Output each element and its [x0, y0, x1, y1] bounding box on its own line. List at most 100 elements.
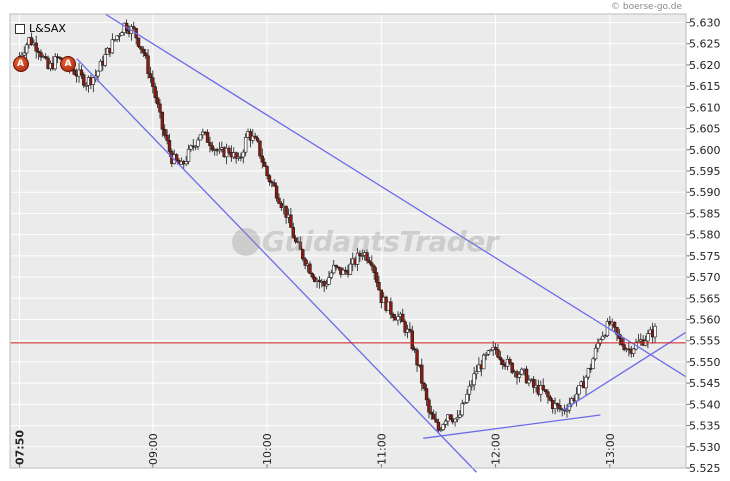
candle-body [155, 97, 160, 105]
candle-body [205, 131, 210, 143]
candle-body [253, 135, 257, 139]
candle-body [332, 264, 336, 274]
candle-body [120, 32, 124, 36]
candle-body [84, 84, 88, 87]
y-axis: 5.525 5.530 5.535 5.540 5.545 5.550 5.555 5.560… [686, 16, 721, 475]
candle-body [270, 181, 274, 184]
candle-body [510, 362, 514, 374]
candle-body [653, 325, 657, 338]
candle-body [460, 403, 464, 416]
candle-body [441, 424, 445, 431]
candle-body [36, 50, 41, 53]
candle-body [260, 155, 265, 163]
candle-body [163, 128, 167, 136]
candle-body [174, 154, 179, 161]
candle-body [327, 277, 331, 285]
candle-body [208, 142, 212, 147]
candle-body [422, 382, 426, 389]
x-axis: 07:50 09:00 10:00 11:00 12:00 13:00 [14, 430, 617, 468]
candle-body [396, 316, 400, 321]
candle-body [312, 276, 317, 282]
candle-body [148, 73, 153, 78]
candle-body [458, 414, 462, 418]
candle-body [453, 418, 457, 423]
candle-body [91, 77, 96, 85]
candle-body [317, 279, 322, 283]
candle-body [467, 385, 472, 395]
candle-body [139, 46, 143, 50]
candle-body [408, 328, 412, 332]
candle-body [210, 145, 215, 151]
candle-body [293, 237, 298, 242]
candle-body [377, 281, 381, 291]
candle-body [374, 272, 379, 283]
candle-body [217, 149, 222, 152]
candle-body [424, 388, 429, 401]
candle-body [98, 60, 103, 72]
candle-body [279, 203, 284, 209]
candle-body [574, 393, 579, 402]
candle-body [158, 103, 162, 113]
candle-body [496, 349, 500, 358]
candle-body [117, 34, 122, 37]
candle-body [570, 398, 574, 405]
candle-body [143, 52, 148, 57]
watermark-text: GuidantsTrader [262, 225, 499, 258]
candle-body [141, 48, 145, 54]
candle-body [389, 301, 393, 315]
candle-body [34, 42, 38, 52]
candle-body [22, 52, 26, 56]
candle-body [427, 399, 431, 413]
candle-body [132, 26, 136, 29]
candle-body [598, 339, 603, 344]
x-tick-label: 07:50 [14, 430, 27, 465]
candle-body [403, 321, 407, 333]
candle-body [520, 368, 524, 375]
candle-body [39, 52, 43, 58]
candle-body [291, 227, 295, 239]
candle-body [186, 148, 191, 162]
trendline-group [76, 13, 687, 473]
candle-body [289, 214, 293, 228]
candle-body [360, 255, 364, 257]
event-marker-icon[interactable]: A [60, 55, 77, 72]
candle-body [603, 335, 607, 338]
y-tick-label: 5.590 [689, 186, 721, 199]
candle-body [401, 313, 405, 323]
candle-body [153, 86, 157, 99]
y-tick-label: 5.580 [689, 229, 721, 242]
candle-body [531, 378, 536, 388]
trendline [561, 331, 687, 412]
candle-body [481, 354, 486, 370]
y-tick-label: 5.530 [689, 441, 721, 454]
x-tick-label: 10:00 [261, 433, 274, 465]
candle-body [53, 56, 57, 70]
plot-border [9, 13, 687, 469]
candle-body [443, 420, 448, 425]
candle-body [484, 353, 488, 356]
candle-body [541, 385, 545, 390]
candle-body [565, 409, 569, 412]
candle-body [243, 137, 248, 153]
candle-body [367, 260, 372, 264]
candle-body [448, 414, 453, 420]
candle-body [72, 69, 76, 75]
y-tick-label: 5.600 [689, 144, 721, 157]
candle-body [329, 272, 334, 278]
candle-body [308, 263, 312, 274]
event-marker-icon[interactable]: A [12, 55, 29, 72]
candle-body [372, 265, 376, 273]
candle-body [267, 175, 272, 183]
candle-body [227, 147, 231, 153]
candle-body [577, 385, 581, 395]
y-tick-label: 5.565 [689, 292, 721, 305]
source-credit[interactable]: © boerse-go.de [611, 2, 682, 12]
x-tick-label: 09:00 [147, 433, 160, 465]
y-tick-label: 5.575 [689, 250, 721, 263]
watermark: GuidantsTrader [232, 225, 499, 258]
candle-body [646, 333, 650, 342]
candle-body [436, 421, 441, 431]
trendline [104, 13, 687, 378]
candle-body [136, 37, 141, 47]
